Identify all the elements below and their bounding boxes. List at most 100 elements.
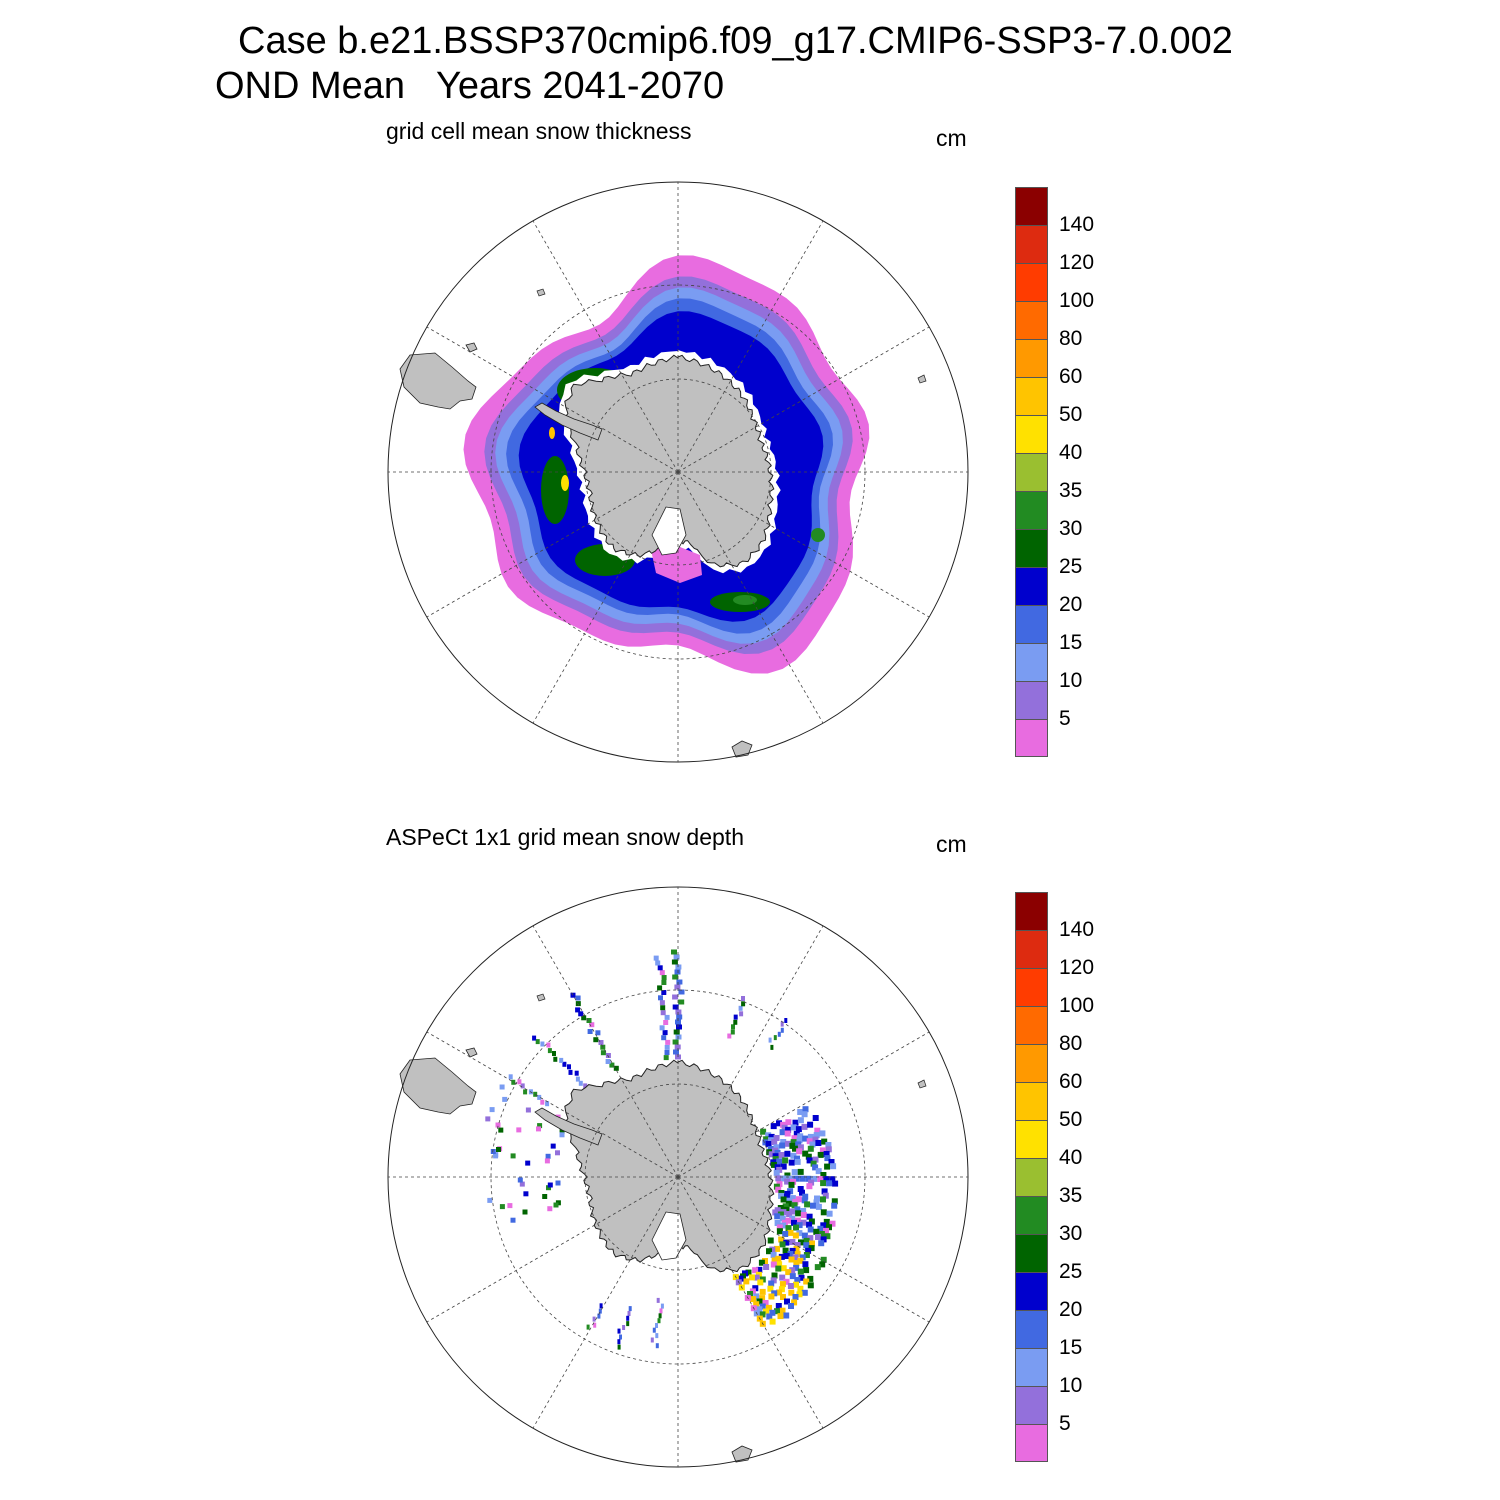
observation-cell [793, 1130, 800, 1137]
observation-cell [792, 1232, 799, 1239]
observation-cell [749, 1274, 755, 1281]
observation-cell [600, 1050, 606, 1056]
observation-cell [776, 1261, 783, 1268]
observation-cell [777, 1313, 784, 1320]
observation-cell [655, 1333, 659, 1339]
observation-cell [586, 1018, 592, 1023]
observation-cell [789, 1195, 796, 1202]
observation-cell [674, 1044, 681, 1050]
observation-cell [598, 1040, 604, 1045]
observation-cell [759, 1303, 766, 1310]
observation-cell [562, 1061, 567, 1067]
observation-cell [545, 1153, 551, 1159]
observation-cell [790, 1139, 797, 1146]
observation-cell [815, 1168, 822, 1175]
observation-cell [823, 1151, 830, 1157]
top-colorbar-label: 5 [1059, 707, 1071, 730]
observation-cell [831, 1198, 838, 1205]
observation-cell [792, 1119, 799, 1126]
observation-cell [520, 1083, 525, 1089]
observation-cell [540, 1099, 545, 1105]
observation-cell [673, 1049, 679, 1055]
observation-cell [824, 1163, 831, 1170]
observation-cell [547, 1048, 552, 1054]
observation-cell [733, 1019, 738, 1025]
observation-cell [756, 1266, 763, 1273]
observation-cell [768, 1133, 775, 1140]
observation-cell [775, 1303, 782, 1309]
observation-cell [775, 1265, 782, 1272]
observation-cell [626, 1315, 630, 1321]
observation-cell [763, 1264, 770, 1270]
observation-cell [796, 1148, 803, 1155]
observation-cell [517, 1079, 522, 1085]
observation-cell [797, 1268, 804, 1275]
observation-cell [785, 1119, 792, 1126]
bottom-polar-map [387, 886, 969, 1468]
observation-cell [745, 1269, 752, 1276]
observation-cell [779, 1241, 786, 1248]
observation-cell [815, 1203, 822, 1210]
observation-cell [791, 1135, 798, 1142]
observation-cell [788, 1159, 795, 1166]
observation-cell [674, 984, 681, 990]
observation-cell [785, 1217, 792, 1224]
observation-cell [770, 1252, 777, 1258]
bottom-colorbar-swatch [1015, 968, 1048, 1006]
observation-cell [664, 1014, 670, 1020]
observation-cell [784, 1018, 788, 1023]
observation-cell [775, 1175, 782, 1182]
observation-cell [759, 1288, 766, 1295]
observation-cell [815, 1234, 821, 1240]
top-colorbar-swatch [1015, 605, 1048, 643]
observation-cell [820, 1209, 827, 1216]
bottom-colorbar-label: 35 [1059, 1184, 1083, 1207]
observation-cell [613, 1065, 619, 1071]
observation-cell [678, 989, 685, 995]
observation-cell [763, 1308, 769, 1315]
observation-cell [792, 1294, 799, 1300]
observation-cell [778, 1236, 785, 1243]
observation-cell [673, 1029, 680, 1035]
observation-cell [774, 1308, 780, 1315]
meridian-line [677, 326, 930, 473]
observation-cell [655, 1323, 658, 1328]
observation-cell [510, 1217, 516, 1223]
observation-cell [768, 1151, 775, 1158]
observation-cell [786, 1211, 793, 1217]
observation-cell [547, 1182, 553, 1188]
observation-cell [753, 1301, 760, 1308]
observation-cell [793, 1260, 800, 1266]
observation-cell [757, 1279, 764, 1286]
observation-cell [798, 1239, 804, 1246]
observation-cell [752, 1285, 759, 1292]
top-colorbar-label: 100 [1059, 289, 1095, 312]
observation-cell [787, 1175, 794, 1182]
observation-cell [826, 1224, 832, 1231]
observation-cell [808, 1245, 815, 1252]
observation-cell [820, 1180, 827, 1187]
observation-cell [502, 1096, 508, 1102]
observation-cell [794, 1217, 801, 1224]
top-colorbar-label: 15 [1059, 631, 1083, 654]
observation-cell [777, 1211, 784, 1218]
observation-cell [510, 1153, 516, 1159]
observation-cell [801, 1232, 808, 1239]
observation-cell [793, 1281, 799, 1288]
observation-cell [657, 985, 663, 991]
observation-cell [672, 994, 679, 1000]
observation-cell [628, 1306, 632, 1312]
observation-cell [617, 1339, 621, 1345]
observation-cell [801, 1197, 808, 1204]
observation-cell [544, 1158, 550, 1164]
observation-cell [791, 1169, 798, 1176]
observation-cell [783, 1312, 790, 1319]
observation-cell [804, 1201, 811, 1208]
observation-cell [743, 1278, 750, 1285]
observation-cell [765, 1132, 772, 1139]
observation-cell [523, 1191, 529, 1197]
observation-cell [803, 1252, 810, 1258]
observation-cell [780, 1222, 787, 1229]
observation-cell [769, 1309, 776, 1316]
observation-cell [817, 1225, 824, 1232]
